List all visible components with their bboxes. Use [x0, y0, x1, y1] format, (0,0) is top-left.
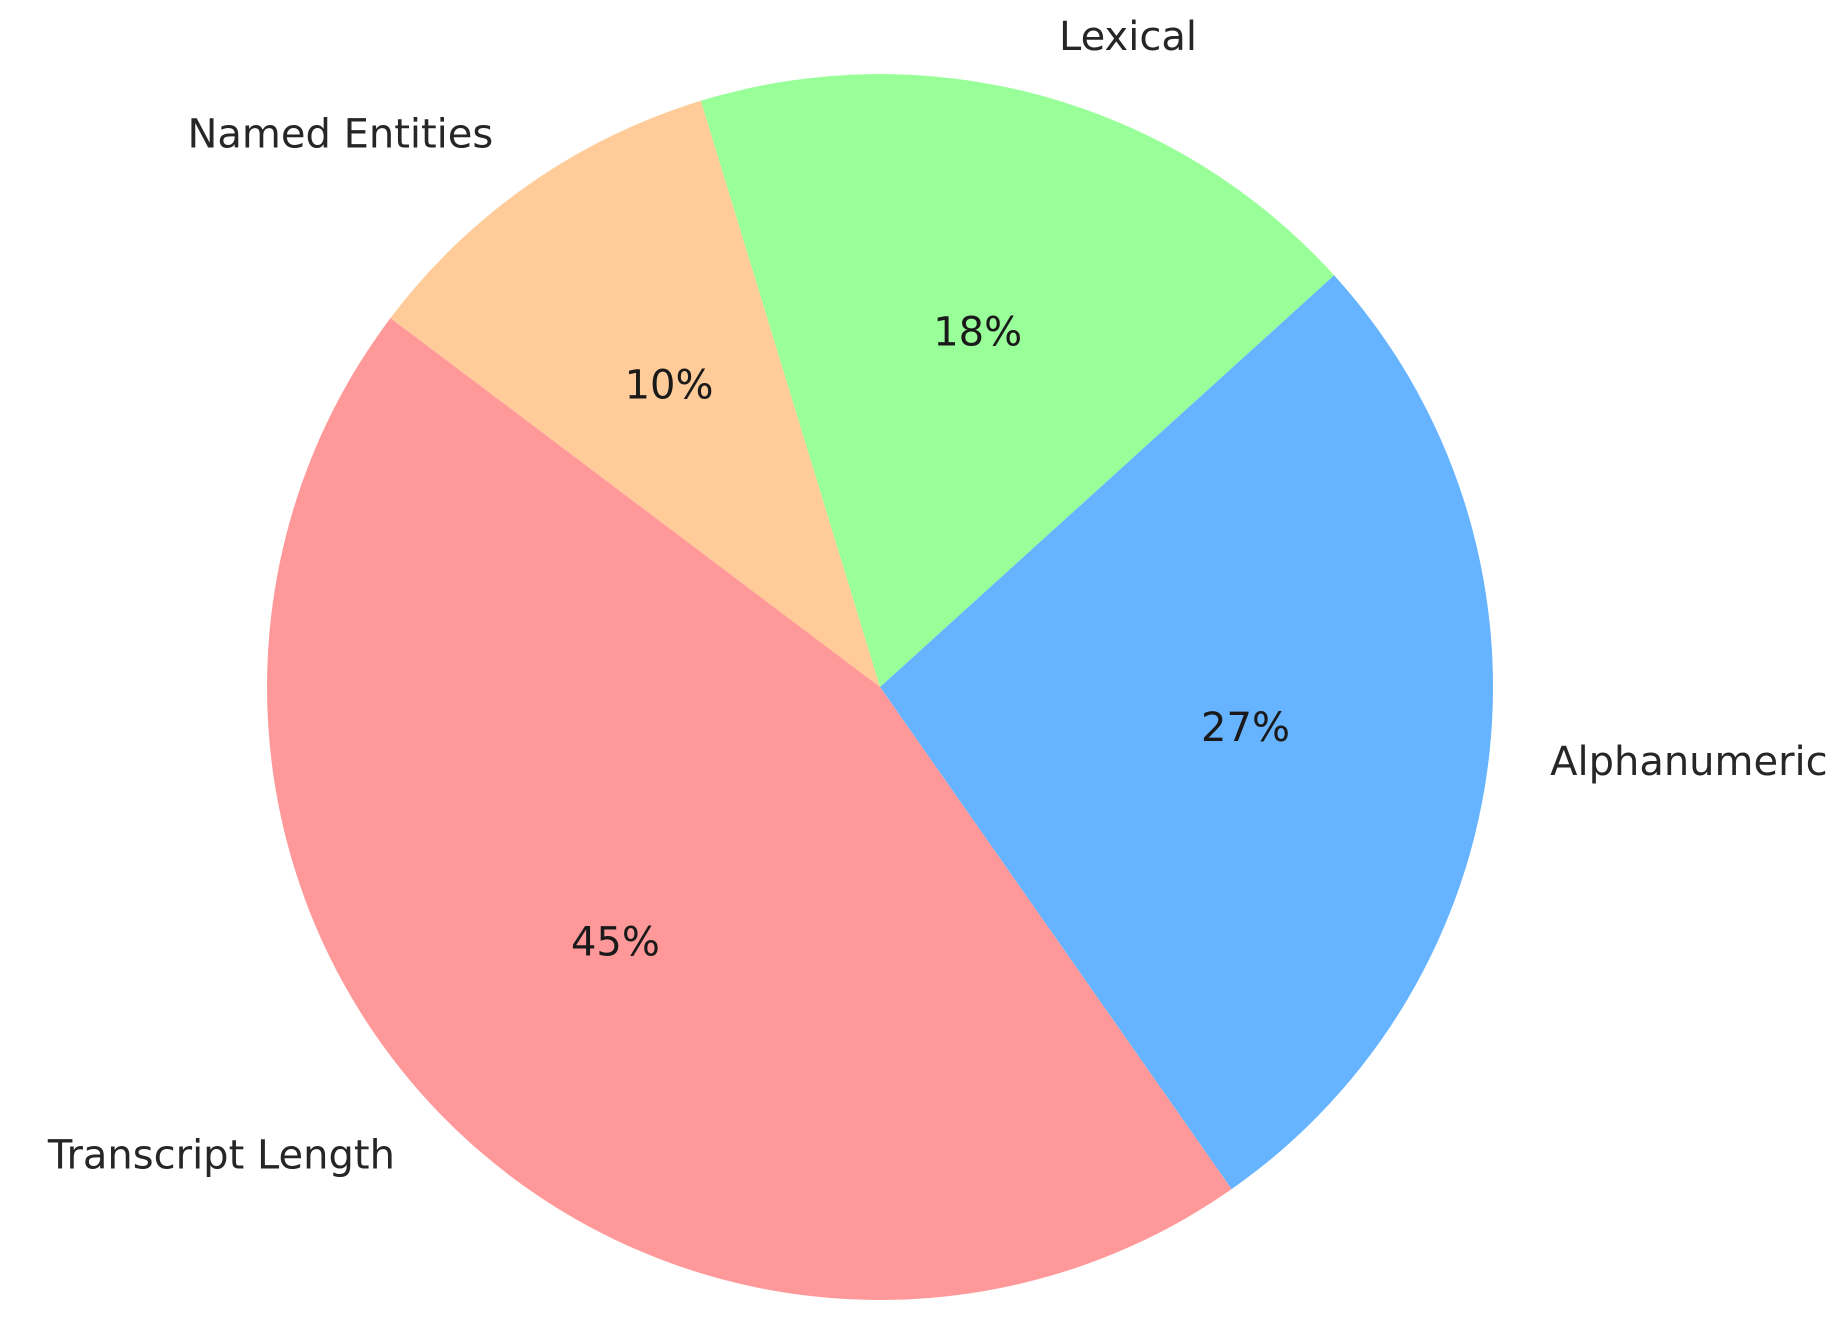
slice-named-entities: [390, 100, 880, 688]
slice-label-lexical: Lexical: [1059, 14, 1197, 60]
slice-label-alphanumeric: Alphanumeric: [1550, 739, 1828, 785]
slice-transcript-length: [267, 318, 1232, 1300]
slice-label-transcript-length: Transcript Length: [47, 1132, 395, 1178]
slices-layer: [267, 74, 1493, 1300]
pct-label-alphanumeric: 27%: [1201, 705, 1290, 751]
pct-label-named-entities: 10%: [625, 363, 714, 409]
pct-label-lexical: 18%: [933, 309, 1022, 355]
slice-label-named-entities: Named Entities: [187, 112, 493, 158]
slice-alphanumeric: [880, 275, 1493, 1190]
slice-lexical: [700, 74, 1335, 687]
labels-layer: 27% Alphanumeric 18% Lexical 10% Named Entiti…: [47, 14, 1828, 1179]
pct-label-transcript-length: 45%: [571, 920, 660, 966]
